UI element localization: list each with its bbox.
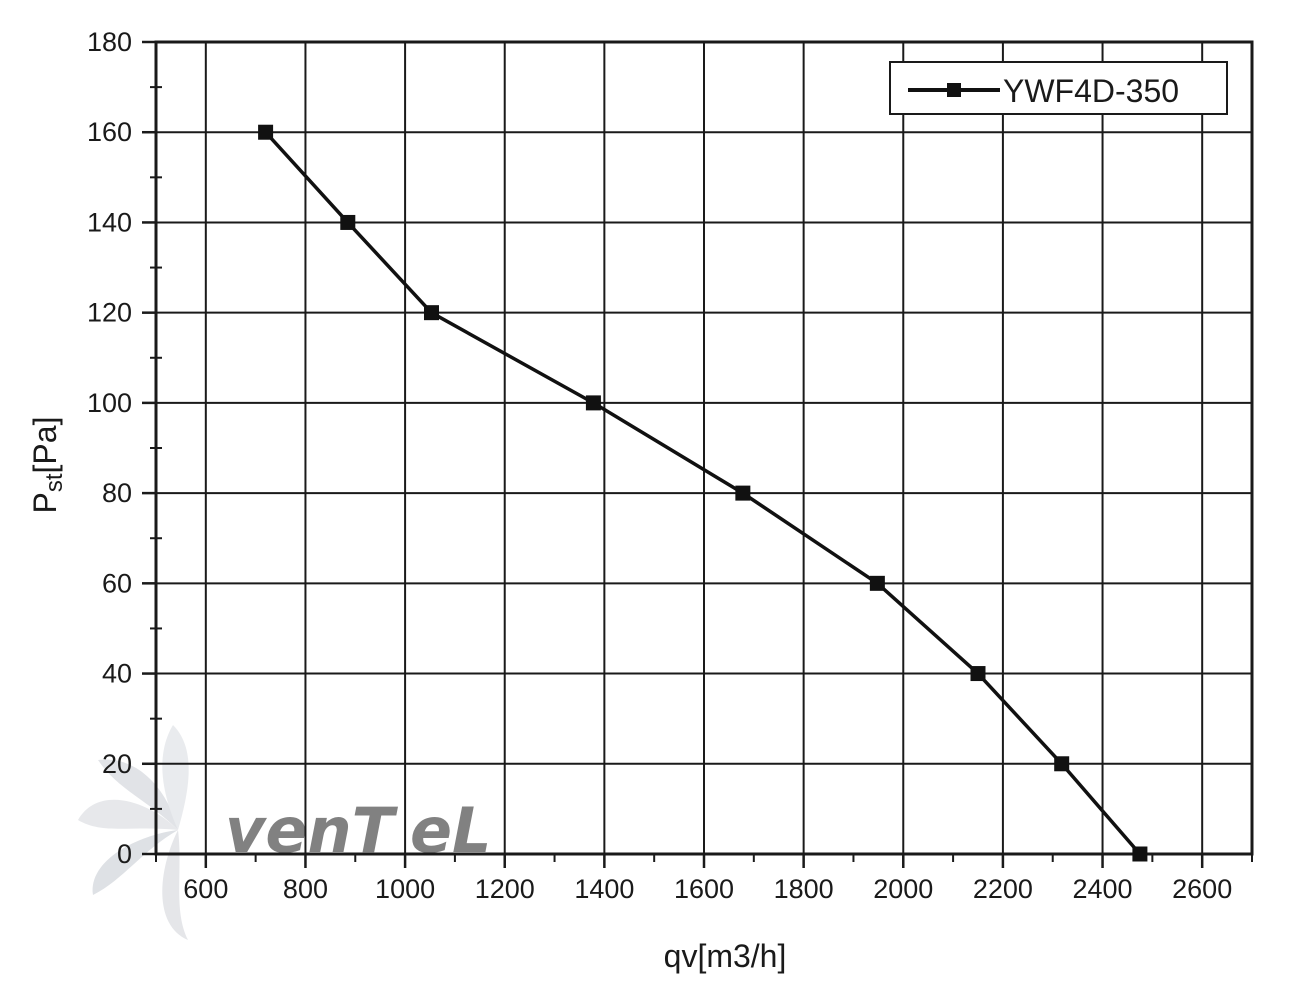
y-tick-label: 100 (87, 388, 132, 418)
legend-label: YWF4D-350 (1003, 73, 1179, 109)
data-point-marker (970, 666, 986, 682)
y-tick-label: 160 (87, 117, 132, 147)
y-axis-title-tail: [Pa] (27, 417, 63, 474)
y-tick-label: 120 (87, 298, 132, 328)
x-tick-label: 800 (283, 874, 328, 904)
watermark-text-accent: eL (410, 794, 492, 867)
axis-ticks (142, 40, 1253, 868)
data-point-marker (423, 305, 439, 321)
y-tick-label: 0 (117, 839, 132, 869)
y-tick-label: 80 (102, 478, 132, 508)
x-tick-label: 2200 (973, 874, 1033, 904)
x-tick-label: 1400 (574, 874, 634, 904)
data-point-marker (258, 124, 274, 140)
legend: YWF4D-350 (889, 61, 1228, 115)
x-tick-label: 600 (183, 874, 228, 904)
y-tick-label: 40 (102, 659, 132, 689)
y-tick-label: 180 (87, 27, 132, 57)
plot-frame (154, 40, 1254, 856)
fan-blade-logo (78, 725, 189, 940)
series-layer (258, 124, 1148, 862)
y-tick-label: 20 (102, 749, 132, 779)
data-point-marker (869, 575, 885, 591)
x-tick-labels: 600 800 1000 1200 1400 1600 1800 2000 2200 2400 26… (183, 874, 1232, 904)
y-axis-title: Pst[Pa] (27, 417, 68, 514)
data-point-marker (585, 395, 601, 411)
data-point-marker (1054, 756, 1070, 772)
x-tick-label: 1600 (674, 874, 734, 904)
x-axis-title: qv[m3/h] (664, 938, 787, 974)
y-tick-labels: 0 20 40 60 80 100 120 140 160 180 (87, 27, 132, 869)
data-point-marker (1132, 846, 1148, 862)
y-axis-title-sub: st (41, 473, 68, 492)
y-tick-label: 140 (87, 207, 132, 237)
y-tick-label: 60 (102, 568, 132, 598)
legend-marker-square (947, 83, 961, 97)
brand-watermark: venT eL (78, 725, 492, 940)
x-tick-label: 2600 (1172, 874, 1232, 904)
watermark-text-brand: venT (225, 794, 399, 867)
data-point-marker (340, 214, 356, 230)
data-point-marker (735, 485, 751, 501)
x-tick-label: 1000 (375, 874, 435, 904)
x-tick-label: 2400 (1073, 874, 1133, 904)
grid (156, 42, 1252, 854)
x-tick-label: 1200 (475, 874, 535, 904)
x-tick-label: 1800 (774, 874, 834, 904)
x-tick-label: 2000 (873, 874, 933, 904)
y-axis-title-main: P (27, 492, 63, 513)
